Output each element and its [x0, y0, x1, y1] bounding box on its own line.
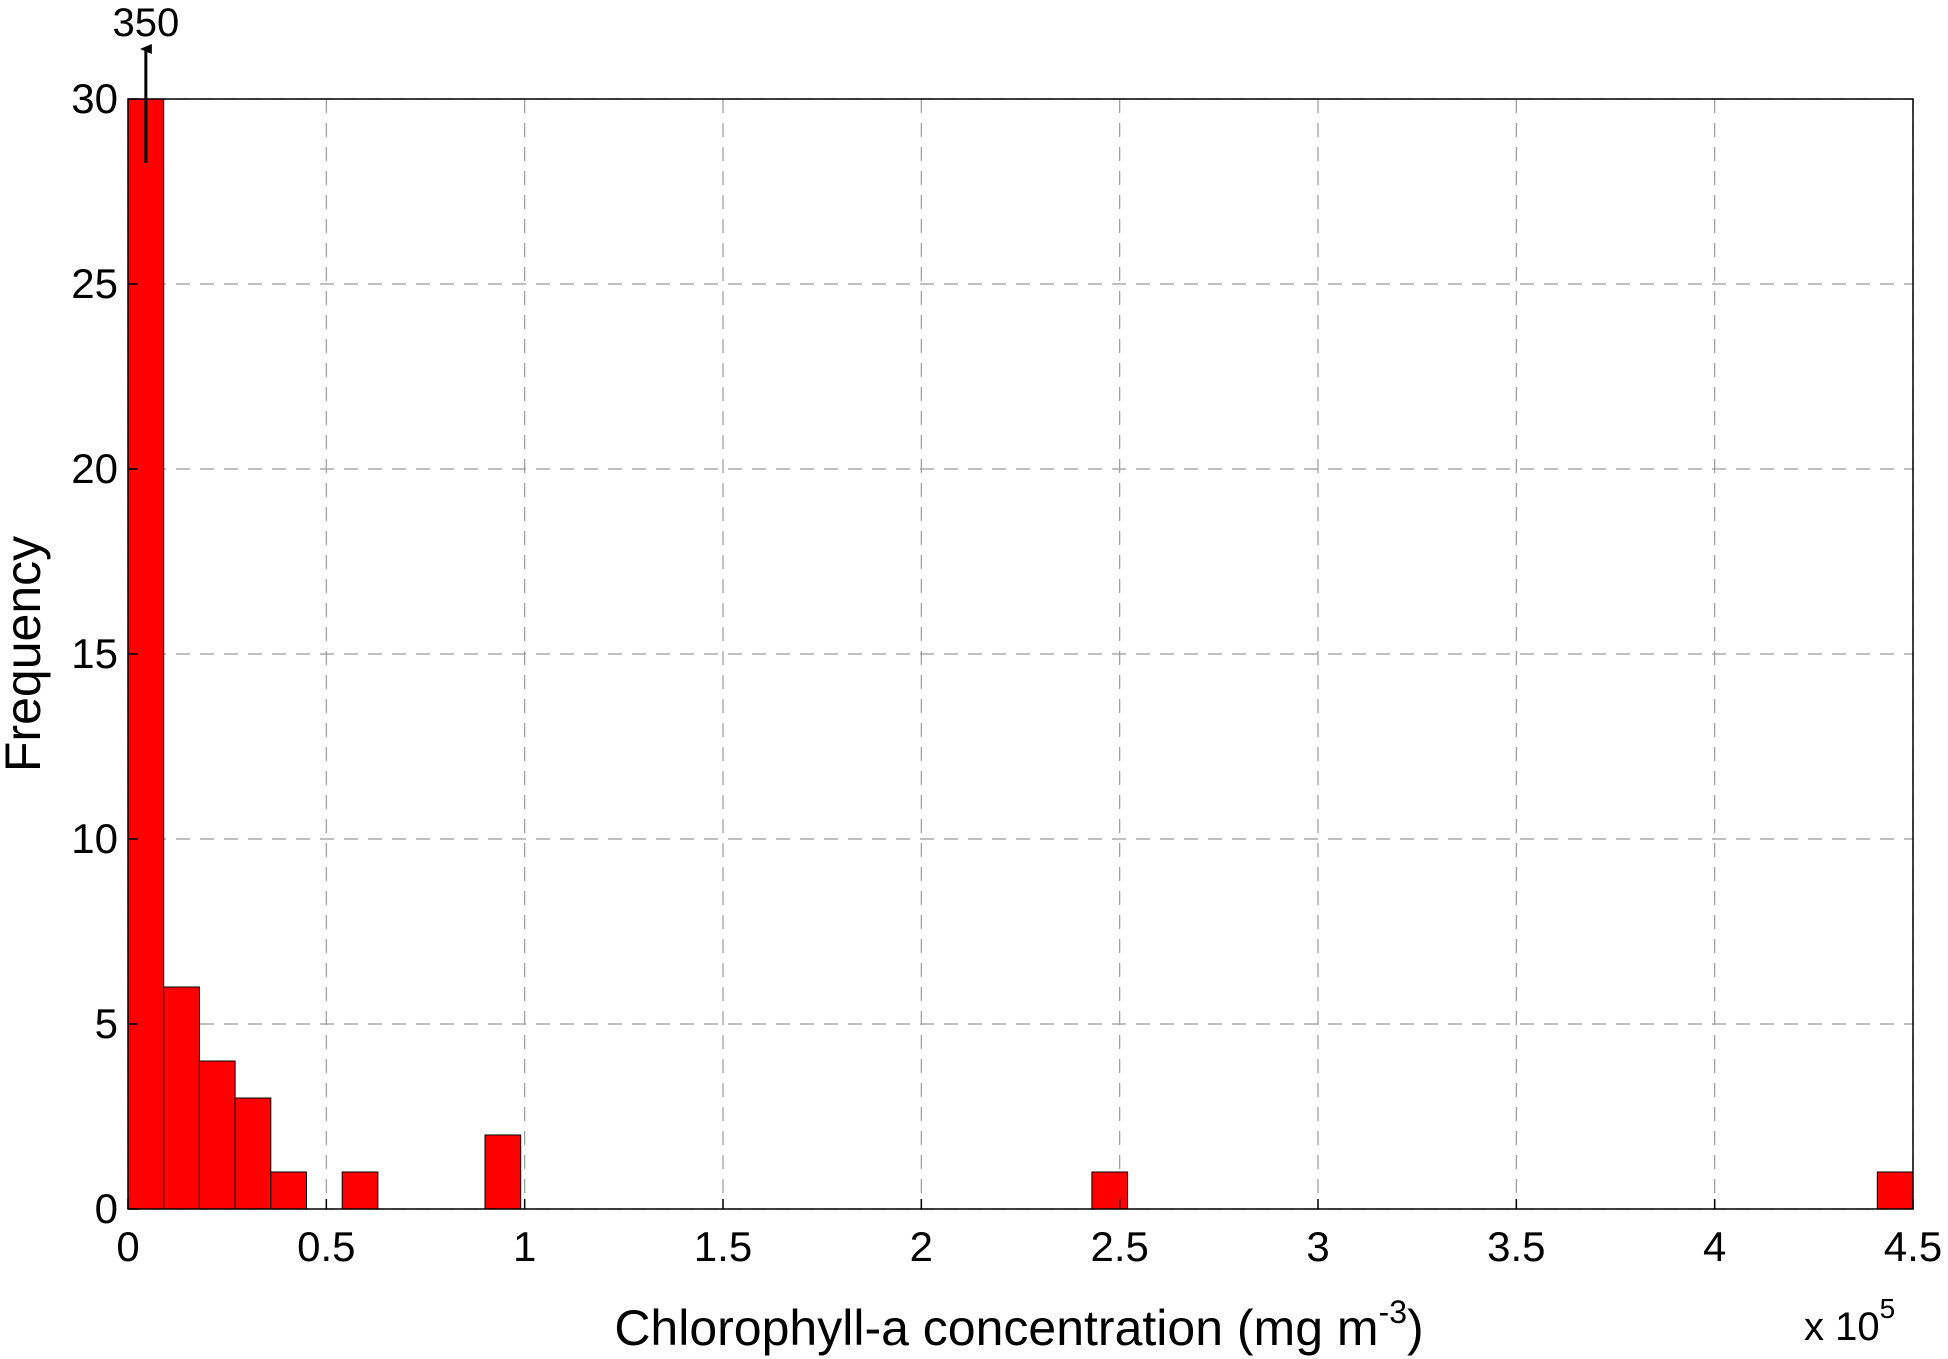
bar [341, 1171, 379, 1209]
x-tick-label: 3.5 [1487, 1223, 1545, 1270]
bar [198, 1060, 236, 1209]
bar [163, 986, 200, 1209]
x-tick-label: 2.5 [1090, 1223, 1148, 1270]
y-tick-label: 5 [95, 1000, 118, 1047]
x-tick-label: 2 [910, 1223, 933, 1270]
y-tick-label: 0 [95, 1185, 118, 1232]
x-tick-label: 3 [1306, 1223, 1329, 1270]
y-tick-label: 25 [71, 260, 118, 307]
x-axis-label: Chlorophyll-a concentration (mg m-3) [614, 1294, 1423, 1356]
y-tick-label: 15 [71, 630, 118, 677]
y-tick-label: 10 [71, 815, 118, 862]
x-tick-label: 0 [116, 1223, 139, 1270]
x-tick-label: 0.5 [297, 1223, 355, 1270]
x-multiplier: x 105 [1804, 1293, 1895, 1349]
y-tick-label: 20 [71, 445, 118, 492]
y-tick-label: 30 [71, 75, 118, 122]
ticks: 0 5 10 15 20 25 30 0 0.5 1 1.5 2 2.5 3 3.5 4 4.5 [71, 75, 1942, 1270]
x-tick-label: 4 [1703, 1223, 1726, 1270]
x-multiplier-base: x 10 [1804, 1305, 1880, 1349]
x-multiplier-exponent: 5 [1880, 1293, 1896, 1324]
bar [1091, 1171, 1129, 1209]
x-tick-label: 1.5 [694, 1223, 752, 1270]
x-tick-label: 4.5 [1884, 1223, 1942, 1270]
bar [234, 1097, 272, 1209]
x-axis-label-end: ) [1407, 1300, 1424, 1356]
value-label: 350 [112, 1, 179, 45]
bar [484, 1134, 522, 1209]
bar [270, 1171, 307, 1209]
x-axis-label-main: Chlorophyll-a concentration (mg m [614, 1300, 1378, 1356]
bar [1876, 1171, 1913, 1209]
x-tick-label: 1 [513, 1223, 536, 1270]
x-axis-label-exponent: -3 [1379, 1294, 1407, 1330]
y-axis-label: Frequency [0, 536, 51, 772]
bar [128, 99, 165, 1209]
